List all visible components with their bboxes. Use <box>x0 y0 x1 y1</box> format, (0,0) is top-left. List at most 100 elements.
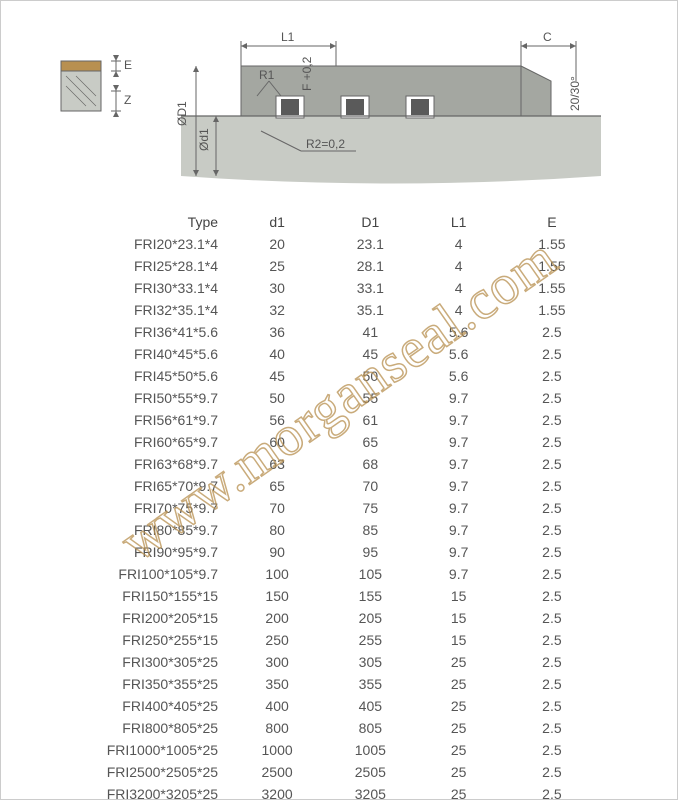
table-cell: 2.5 <box>503 365 601 387</box>
table-cell: 9.7 <box>415 409 503 431</box>
table-cell: 36 <box>228 321 326 343</box>
table-cell: FRI350*355*25 <box>61 673 228 695</box>
table-cell: FRI2500*2505*25 <box>61 761 228 783</box>
table-cell: 5.6 <box>415 321 503 343</box>
table-cell: 9.7 <box>415 497 503 519</box>
table-cell: 9.7 <box>415 387 503 409</box>
table-cell: 45 <box>326 343 414 365</box>
table-cell: FRI100*105*9.7 <box>61 563 228 585</box>
table-cell: 9.7 <box>415 541 503 563</box>
table-cell: 80 <box>228 519 326 541</box>
table-cell: FRI400*405*25 <box>61 695 228 717</box>
table-cell: 61 <box>326 409 414 431</box>
table-cell: 9.7 <box>415 563 503 585</box>
table-cell: 2.5 <box>503 629 601 651</box>
table-cell: FRI65*70*9.7 <box>61 475 228 497</box>
table-cell: 25 <box>415 651 503 673</box>
table-cell: 68 <box>326 453 414 475</box>
table-cell: FRI36*41*5.6 <box>61 321 228 343</box>
table-cell: 33.1 <box>326 277 414 299</box>
label-d1: Ød1 <box>197 128 211 151</box>
table-cell: FRI1000*1005*25 <box>61 739 228 761</box>
table-cell: 9.7 <box>415 475 503 497</box>
table-cell: 4 <box>415 255 503 277</box>
table-row: FRI30*33.1*43033.141.55 <box>61 277 601 299</box>
table-cell: 2500 <box>228 761 326 783</box>
label-C: C <box>543 30 552 44</box>
table-cell: FRI3200*3205*25 <box>61 783 228 805</box>
table-row: FRI45*50*5.645505.62.5 <box>61 365 601 387</box>
table-cell: 45 <box>228 365 326 387</box>
table-cell: 30 <box>228 277 326 299</box>
table-row: FRI1000*1005*2510001005252.5 <box>61 739 601 761</box>
table-cell: 25 <box>415 717 503 739</box>
table-cell: 1005 <box>326 739 414 761</box>
table-body: FRI20*23.1*42023.141.55FRI25*28.1*42528.… <box>61 233 601 805</box>
table-row: FRI3200*3205*2532003205252.5 <box>61 783 601 805</box>
table-cell: 3205 <box>326 783 414 805</box>
table-cell: FRI63*68*9.7 <box>61 453 228 475</box>
table-cell: 2.5 <box>503 453 601 475</box>
table-row: FRI90*95*9.790959.72.5 <box>61 541 601 563</box>
table-cell: 2.5 <box>503 343 601 365</box>
table-cell: 355 <box>326 673 414 695</box>
table-cell: 4 <box>415 277 503 299</box>
table-cell: FRI250*255*15 <box>61 629 228 651</box>
table-cell: 55 <box>326 387 414 409</box>
table-cell: FRI45*50*5.6 <box>61 365 228 387</box>
table-cell: 200 <box>228 607 326 629</box>
table-cell: 25 <box>228 255 326 277</box>
table-cell: 2.5 <box>503 761 601 783</box>
table-cell: 25 <box>415 761 503 783</box>
label-F: F +0,2 <box>300 56 314 91</box>
table-cell: FRI40*45*5.6 <box>61 343 228 365</box>
table-cell: 2.5 <box>503 563 601 585</box>
label-Z: Z <box>124 93 131 107</box>
table-cell: FRI60*65*9.7 <box>61 431 228 453</box>
table-cell: 9.7 <box>415 453 503 475</box>
table-row: FRI25*28.1*42528.141.55 <box>61 255 601 277</box>
table-cell: FRI25*28.1*4 <box>61 255 228 277</box>
table-cell: 65 <box>326 431 414 453</box>
page-container: E Z <box>0 0 678 800</box>
table-cell: 65 <box>228 475 326 497</box>
table-cell: FRI70*75*9.7 <box>61 497 228 519</box>
table-row: FRI70*75*9.770759.72.5 <box>61 497 601 519</box>
table-cell: 70 <box>228 497 326 519</box>
table-row: FRI56*61*9.756619.72.5 <box>61 409 601 431</box>
table-cell: 9.7 <box>415 519 503 541</box>
table-cell: FRI32*35.1*4 <box>61 299 228 321</box>
table-cell: 2.5 <box>503 519 601 541</box>
table-row: FRI40*45*5.640455.62.5 <box>61 343 601 365</box>
table-row: FRI63*68*9.763689.72.5 <box>61 453 601 475</box>
table-cell: 2.5 <box>503 409 601 431</box>
table-cell: 40 <box>228 343 326 365</box>
table-cell: 2.5 <box>503 651 601 673</box>
table-cell: 350 <box>228 673 326 695</box>
table-row: FRI350*355*25350355252.5 <box>61 673 601 695</box>
table-cell: 1.55 <box>503 233 601 255</box>
table-row: FRI80*85*9.780859.72.5 <box>61 519 601 541</box>
table-cell: 3200 <box>228 783 326 805</box>
table-cell: FRI50*55*9.7 <box>61 387 228 409</box>
table-cell: 32 <box>228 299 326 321</box>
table-cell: 4 <box>415 299 503 321</box>
table-cell: 2.5 <box>503 607 601 629</box>
table-cell: 2.5 <box>503 739 601 761</box>
table-cell: 50 <box>326 365 414 387</box>
table-cell: FRI90*95*9.7 <box>61 541 228 563</box>
table-cell: 90 <box>228 541 326 563</box>
table-cell: 56 <box>228 409 326 431</box>
table-cell: 2.5 <box>503 673 601 695</box>
table-cell: 2.5 <box>503 321 601 343</box>
table-cell: 205 <box>326 607 414 629</box>
table-cell: 400 <box>228 695 326 717</box>
table-cell: 4 <box>415 233 503 255</box>
table-row: FRI65*70*9.765709.72.5 <box>61 475 601 497</box>
table-cell: 300 <box>228 651 326 673</box>
table-cell: 41 <box>326 321 414 343</box>
table-cell: FRI20*23.1*4 <box>61 233 228 255</box>
table-cell: 60 <box>228 431 326 453</box>
table-row: FRI36*41*5.636415.62.5 <box>61 321 601 343</box>
table-cell: 25 <box>415 673 503 695</box>
